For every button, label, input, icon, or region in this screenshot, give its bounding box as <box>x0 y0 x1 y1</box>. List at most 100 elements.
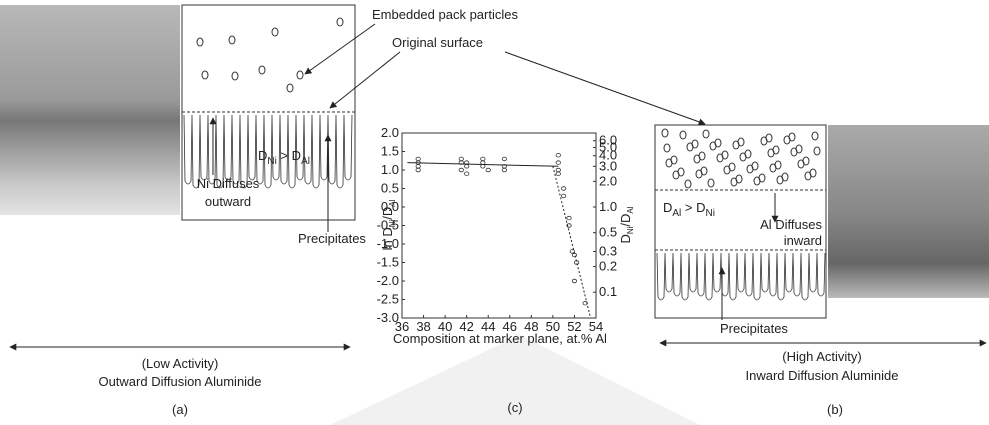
x-tick-label: 42 <box>459 319 473 334</box>
point <box>485 167 491 173</box>
pack-particle <box>258 65 266 75</box>
point <box>501 156 507 162</box>
pack-particle <box>730 177 738 187</box>
y-tick-label: -1.0 <box>377 236 399 251</box>
y-tick-label: 1.5 <box>381 144 399 159</box>
x-tick-label: 48 <box>524 319 538 334</box>
pack-particle <box>797 159 805 169</box>
point <box>569 249 575 254</box>
point <box>571 278 578 284</box>
point <box>458 167 464 173</box>
point <box>571 252 578 258</box>
point <box>566 223 572 228</box>
panel-a: (a) <box>172 402 188 417</box>
fit-line <box>552 166 592 319</box>
pack-particle <box>723 165 731 175</box>
pack-particle <box>336 17 344 27</box>
point <box>415 156 421 162</box>
y2-tick-label: 0.5 <box>599 225 617 240</box>
y-axis-title: ln DNi/DAl <box>380 199 397 250</box>
pack-particle <box>739 152 747 162</box>
x-tick-label: 38 <box>416 319 430 334</box>
point <box>480 156 486 162</box>
pack-particle <box>732 140 740 150</box>
pack-particle <box>760 136 768 146</box>
point <box>480 160 486 165</box>
pack-particle <box>679 130 687 140</box>
pack-particle <box>790 147 798 157</box>
point <box>464 171 470 176</box>
schematic-details <box>183 17 826 301</box>
t: D <box>258 148 267 163</box>
label-part: Ni <box>388 220 397 228</box>
grains <box>656 252 826 301</box>
pack-particle <box>716 153 724 163</box>
point <box>501 167 507 173</box>
type-b: Inward Diffusion Aluminide <box>746 368 899 383</box>
pack-particle <box>811 131 819 141</box>
point <box>458 156 464 162</box>
label-part: Al <box>626 206 635 213</box>
t: Ni <box>706 208 715 219</box>
pack-particle <box>684 179 692 189</box>
activity-b: (High Activity) <box>782 349 861 364</box>
pack-particle <box>201 70 209 80</box>
pack-particle <box>663 143 671 153</box>
point <box>555 167 561 173</box>
t: Al <box>672 208 681 219</box>
y-tick-label: -2.5 <box>377 292 399 307</box>
relation-a: DNi > DAl <box>258 148 310 167</box>
diffuses-a: outward <box>205 194 251 209</box>
x-tick-label: 40 <box>438 319 452 334</box>
pack-particle <box>693 154 701 164</box>
pack-particle <box>804 171 812 181</box>
point <box>561 186 567 191</box>
micrograph-a <box>0 5 180 215</box>
pack-particle <box>228 35 236 45</box>
type-a: Outward Diffusion Aluminide <box>98 374 261 389</box>
micrograph-b <box>828 125 989 298</box>
precipitates-a: Precipitates <box>298 231 366 246</box>
y2-axis-title: DNi/DAl <box>618 206 635 243</box>
point <box>415 164 421 169</box>
watermark <box>330 335 700 425</box>
activity-a: (Low Activity) <box>142 356 219 371</box>
y-tick-label: 1.0 <box>381 162 399 177</box>
pack-particle <box>783 135 791 145</box>
chart: 36 38 40 42 44 46 48 50 52 54 2.0 1.5 1.0 0.5 0.0 -0.5 -… <box>377 125 635 334</box>
pack-particle <box>271 27 279 37</box>
y2-tick-label: 4.0 <box>599 148 617 163</box>
y-tick-label: -1.5 <box>377 255 399 270</box>
x-tick-label: 52 <box>567 319 581 334</box>
fit-line <box>407 162 559 167</box>
y-tick-label: -3.0 <box>377 310 399 325</box>
label-part: Ni <box>626 226 635 234</box>
point <box>555 160 561 165</box>
y2-tick-label: 0.2 <box>599 259 617 274</box>
pack-particle <box>776 175 784 185</box>
pack-particles-label: Embedded pack particles <box>372 7 518 22</box>
y2-tick-label: 2.0 <box>599 173 617 188</box>
t: > D <box>681 200 705 215</box>
pack-particle <box>769 163 777 173</box>
point <box>480 164 486 169</box>
y-tick-label: -0.5 <box>377 218 399 233</box>
y2-tick-label: 6.0 <box>599 133 617 148</box>
point <box>555 152 561 158</box>
pack-particle <box>707 178 715 188</box>
y-tick-label: 0.5 <box>381 181 399 196</box>
point <box>561 193 567 199</box>
label-part: /D <box>380 207 395 220</box>
diffuses-a: Ni Diffuses <box>197 176 260 191</box>
relation-b: DAl > DNi <box>663 200 715 219</box>
label-part: Al <box>388 199 397 206</box>
point <box>555 171 561 176</box>
x-tick-label: 46 <box>503 319 517 334</box>
label-part: D <box>618 234 633 243</box>
y-tick-label: 2.0 <box>381 125 399 140</box>
t: > D <box>277 148 301 163</box>
x-tick-label: 54 <box>589 319 603 334</box>
y2-tick-label: 5.0 <box>599 139 617 154</box>
